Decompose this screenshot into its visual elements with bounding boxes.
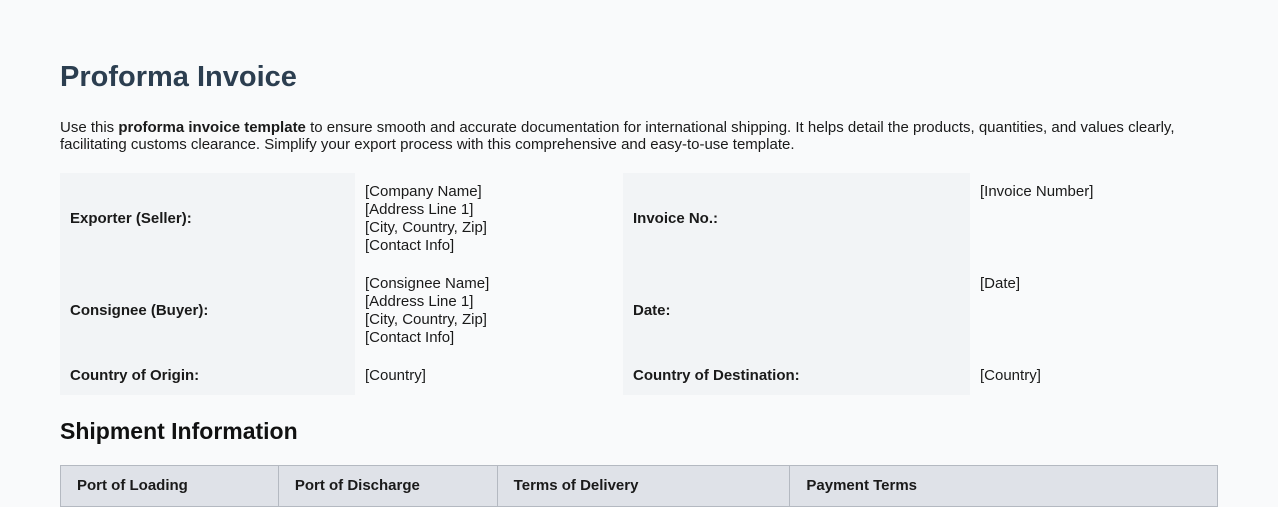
consignee-value-line: [Consignee Name] bbox=[365, 275, 490, 292]
country-origin-label: Country of Origin: bbox=[60, 357, 355, 395]
exporter-value-line: [Company Name] bbox=[365, 183, 482, 200]
exporter-value-line: [City, Country, Zip] bbox=[365, 219, 487, 236]
col-terms-of-delivery: Terms of Delivery bbox=[496, 465, 791, 507]
consignee-value-line: [Address Line 1] bbox=[365, 293, 474, 310]
page-title: Proforma Invoice bbox=[60, 61, 297, 93]
intro-text-post: to ensure smooth and accurate documentat… bbox=[60, 119, 1175, 153]
consignee-value-line: [Contact Info] bbox=[365, 329, 455, 346]
country-destination-label: Country of Destination: bbox=[623, 357, 970, 395]
table-row: Country of Origin: [Country] Country of … bbox=[60, 357, 1218, 395]
invoice-no-value: [Invoice Number] bbox=[980, 183, 1094, 200]
date-label: Date: bbox=[623, 265, 970, 357]
exporter-label: Exporter (Seller): bbox=[60, 173, 355, 265]
date-value: [Date] bbox=[980, 275, 1021, 292]
col-port-of-loading: Port of Loading bbox=[60, 465, 279, 507]
exporter-value: [Company Name] [Address Line 1] [City, C… bbox=[355, 173, 623, 265]
intro-text-pre: Use this bbox=[60, 119, 119, 136]
shipment-information-heading: Shipment Information bbox=[60, 418, 298, 444]
intro-text-bold: proforma invoice template bbox=[118, 119, 306, 136]
exporter-value-line: [Contact Info] bbox=[365, 237, 455, 254]
consignee-label: Consignee (Buyer): bbox=[60, 265, 355, 357]
country-origin-value-line: [Country] bbox=[365, 367, 426, 384]
col-payment-terms: Payment Terms bbox=[789, 465, 1218, 507]
intro-paragraph: Use this proforma invoice template to en… bbox=[60, 119, 1218, 153]
country-destination-value: [Country] bbox=[980, 367, 1041, 384]
consignee-value-line: [City, Country, Zip] bbox=[365, 311, 487, 328]
invoice-no-label: Invoice No.: bbox=[623, 173, 970, 265]
table-row: Consignee (Buyer): [Consignee Name] [Add… bbox=[60, 265, 1218, 357]
shipment-table: Port of Loading Port of Discharge Terms … bbox=[60, 465, 1218, 507]
country-origin-value: [Country] bbox=[355, 357, 623, 395]
col-port-of-discharge: Port of Discharge bbox=[277, 465, 498, 507]
shipment-header-row: Port of Loading Port of Discharge Terms … bbox=[60, 465, 1218, 507]
invoice-info-table: Exporter (Seller): [Company Name] [Addre… bbox=[60, 173, 1218, 395]
exporter-value-line: [Address Line 1] bbox=[365, 201, 474, 218]
consignee-value: [Consignee Name] [Address Line 1] [City,… bbox=[355, 265, 623, 357]
table-row: Exporter (Seller): [Company Name] [Addre… bbox=[60, 173, 1218, 265]
